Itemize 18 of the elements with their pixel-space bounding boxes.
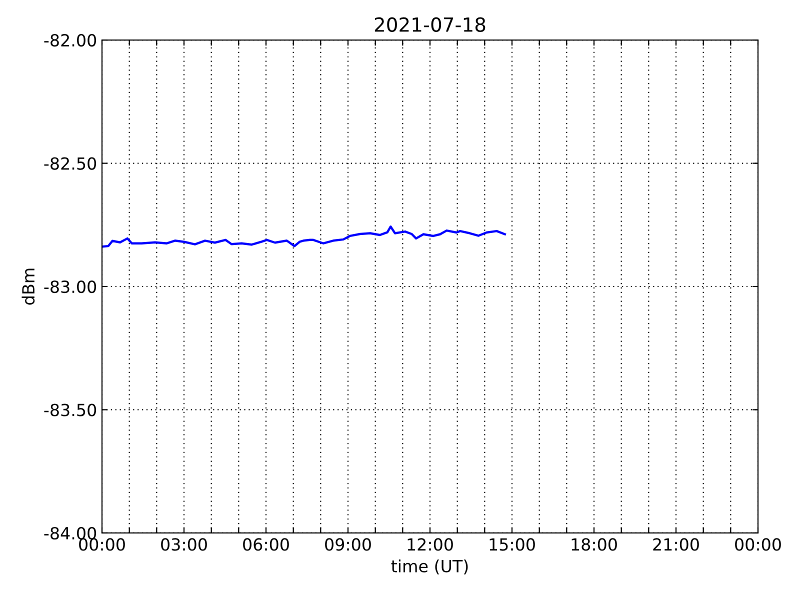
x-axis-title: time (UT) [391, 560, 468, 574]
x-tick-label: 15:00 [490, 538, 535, 551]
x-tick-label: 00:00 [79, 538, 125, 551]
x-tick-label: 06:00 [243, 538, 289, 551]
x-tick-label: 12:00 [408, 538, 453, 551]
y-tick-label: -84.00 [44, 526, 96, 540]
x-tick-label: 21:00 [653, 538, 699, 551]
x-tick-label: 09:00 [325, 538, 371, 551]
y-tick-label: -82.00 [44, 34, 96, 47]
chart-title: 2021-07-18 [374, 17, 486, 32]
y-tick-label: -83.50 [44, 404, 96, 416]
x-tick-label: 03:00 [161, 538, 207, 551]
line-series [102, 225, 506, 248]
x-tick-label: 18:00 [572, 538, 617, 551]
y-tick-label: -83.00 [44, 280, 96, 294]
x-tick-label: 00:00 [735, 538, 781, 551]
y-tick-label: -82.50 [44, 157, 96, 170]
y-axis-title: dBm [22, 268, 35, 305]
